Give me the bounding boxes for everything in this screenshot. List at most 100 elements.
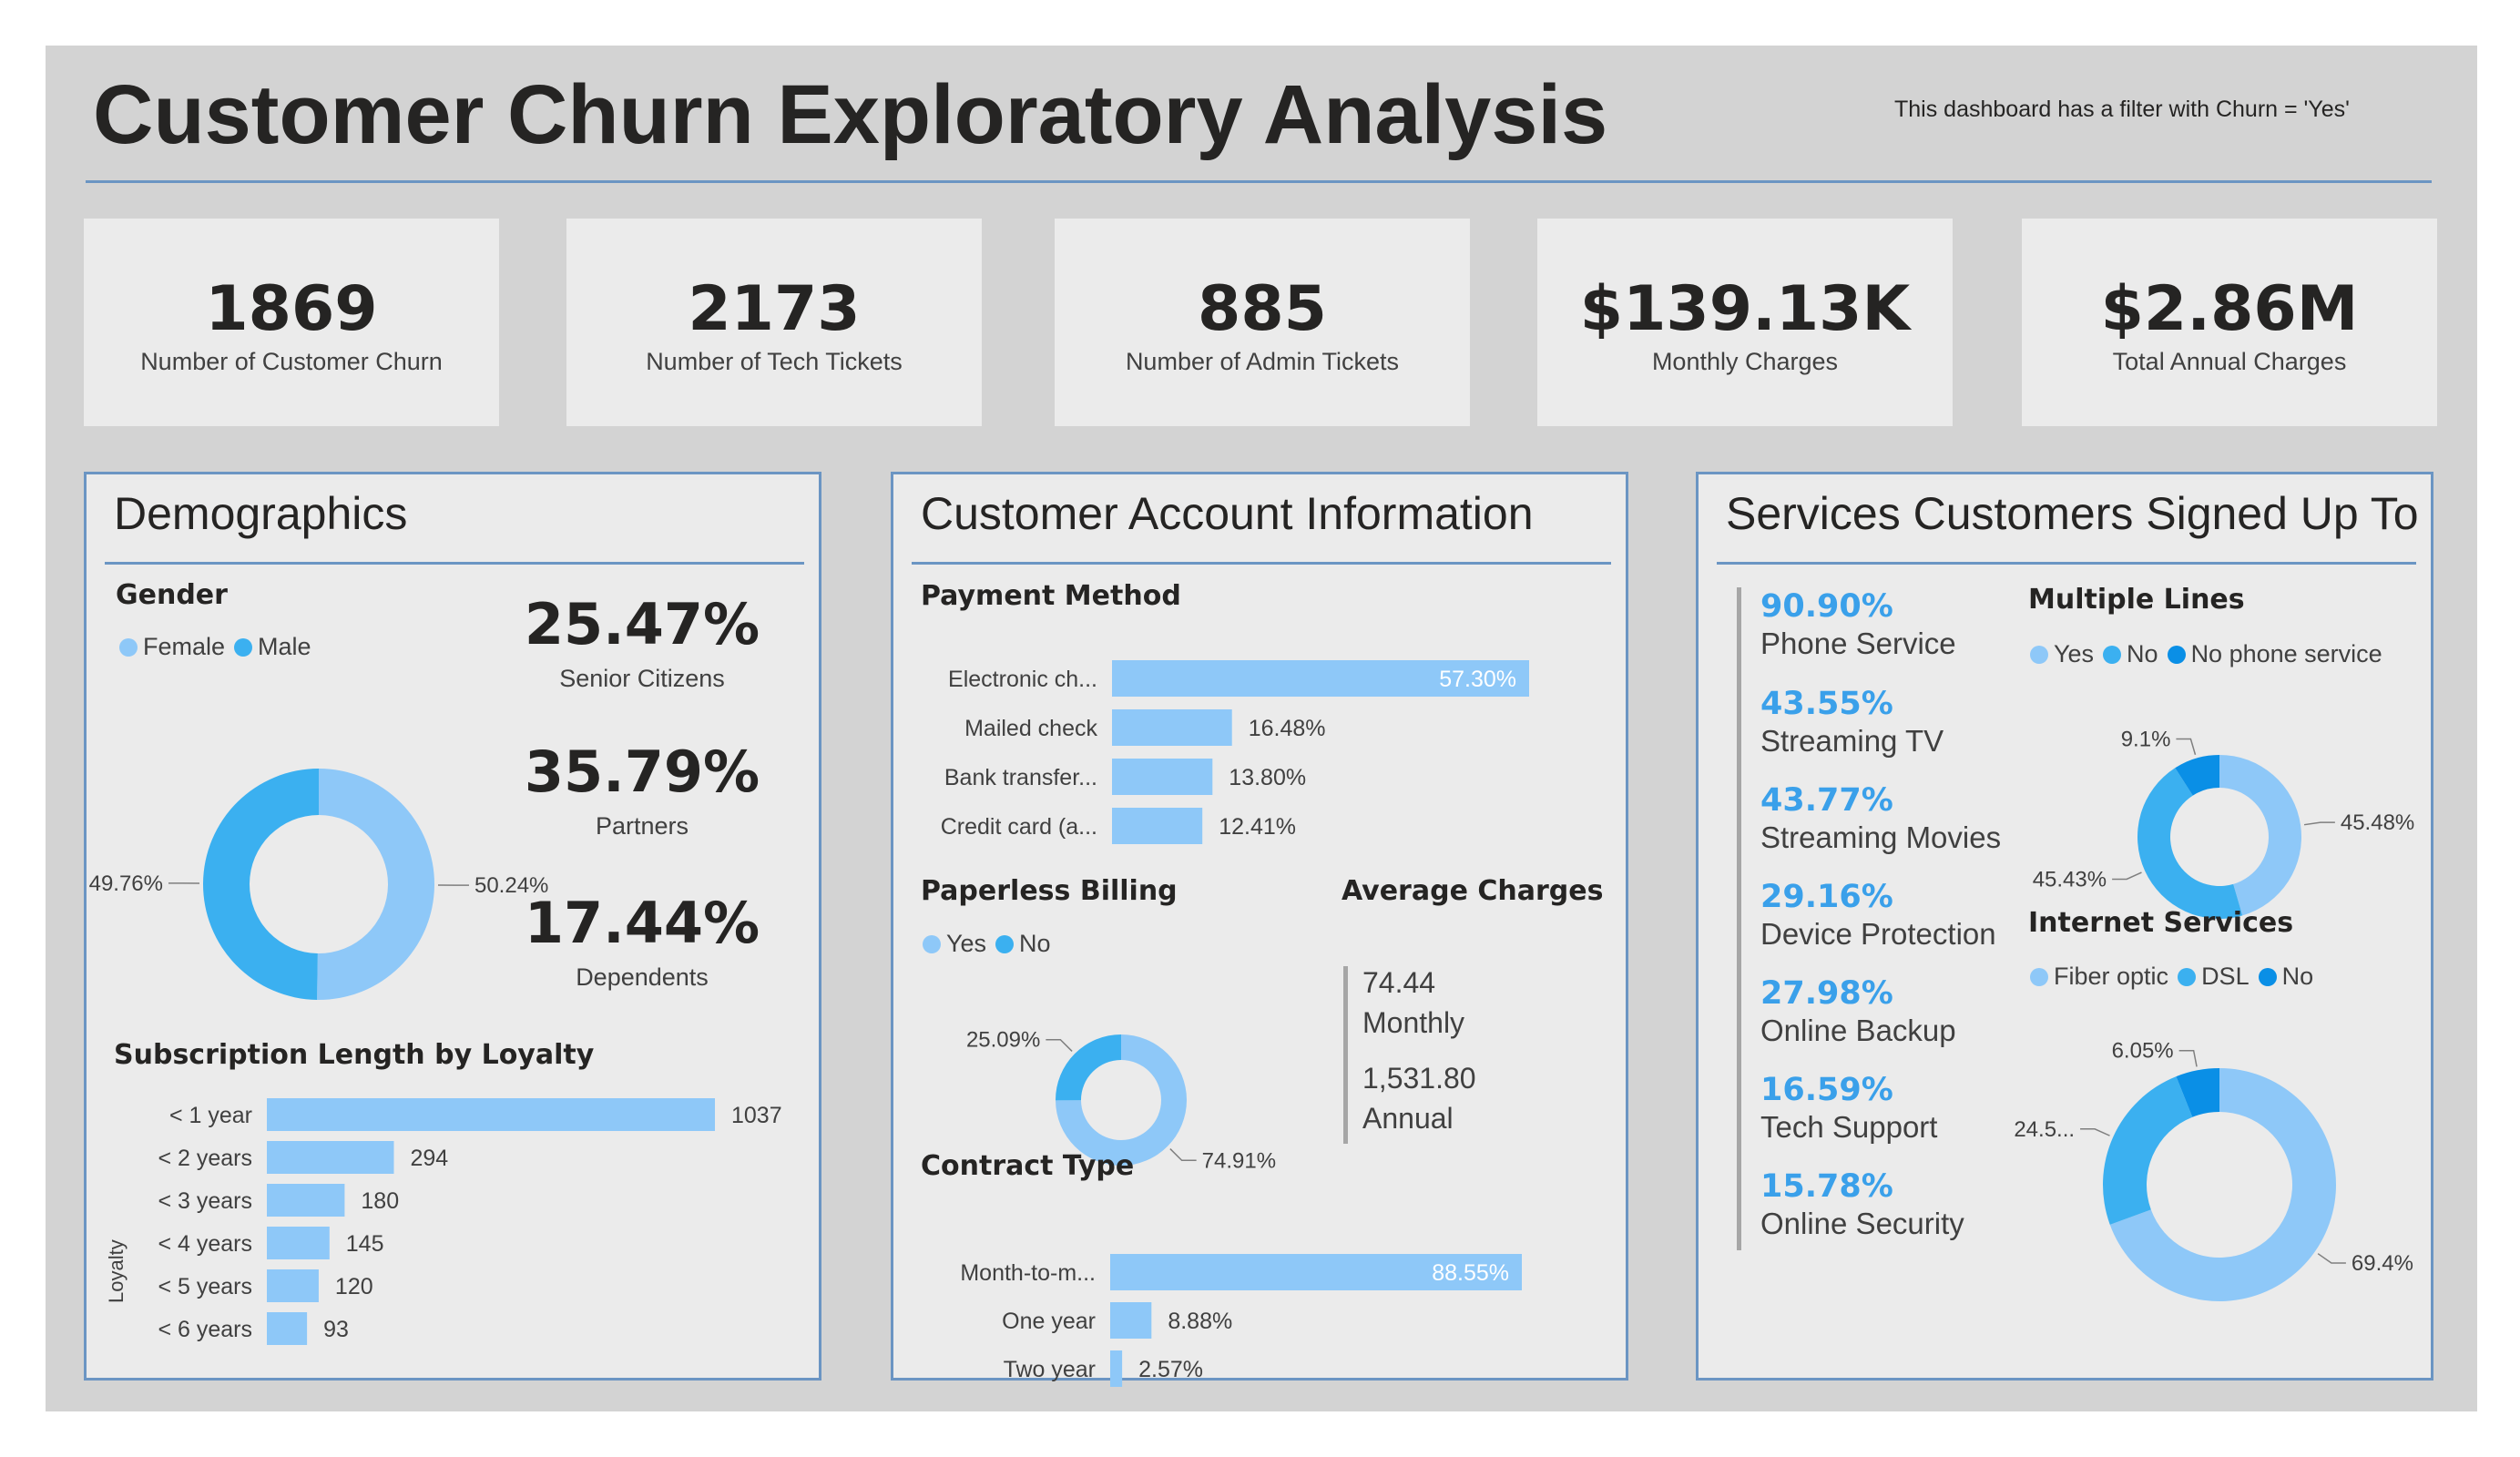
bar[interactable]: [267, 1227, 330, 1259]
loyalty-bar-chart[interactable]: < 1 year 1037 < 2 years 294 < 3 years 180 < 4 …: [87, 474, 824, 1383]
multiple-lines-title: Multiple Lines: [2028, 584, 2245, 616]
gender-donut-chart[interactable]: 50.24% 49.76%: [87, 474, 824, 1383]
legend-label: Yes: [946, 930, 987, 957]
panel-title: Customer Account Information: [921, 488, 1534, 539]
bar[interactable]: [1112, 660, 1529, 697]
service-name: Online Security: [1760, 1207, 1964, 1240]
service-phone: 90.90% Phone Service: [1760, 588, 1956, 661]
donut-slice[interactable]: [2175, 755, 2219, 796]
gender-legend[interactable]: Female Male: [119, 633, 321, 661]
kpi-card-total-annual-charges[interactable]: $2.86M Total Annual Charges: [2022, 219, 2437, 426]
dashboard-canvas: Customer Churn Exploratory Analysis This…: [46, 46, 2477, 1411]
kpi-card-tech-tickets[interactable]: 2173 Number of Tech Tickets: [566, 219, 982, 426]
donut-slice[interactable]: [2219, 755, 2301, 916]
multiple-lines-legend[interactable]: Yes No No phone service: [2030, 640, 2392, 668]
donut-data-label: 49.76%: [89, 871, 163, 896]
legend-item-no[interactable]: No: [2258, 963, 2313, 991]
service-name: Tech Support: [1760, 1110, 1938, 1144]
bar[interactable]: [267, 1184, 345, 1217]
donut-slice[interactable]: [2109, 1068, 2336, 1301]
payment-method-bar-chart[interactable]: Electronic ch... 57.30% Mailed check 16.48%…: [893, 474, 1631, 1383]
kpi-card-monthly-charges[interactable]: $139.13K Monthly Charges: [1537, 219, 1953, 426]
bar[interactable]: [267, 1269, 319, 1302]
bar[interactable]: [1110, 1350, 1123, 1387]
bar-data-label: 180: [361, 1188, 399, 1214]
legend-dot: [923, 934, 941, 953]
average-charges-title: Average Charges: [1342, 875, 1604, 907]
stat-partners: 35.79% Partners: [496, 739, 788, 841]
legend-label: Male: [258, 633, 311, 660]
legend-dot: [234, 637, 253, 657]
bar-category-label: Electronic ch...: [948, 667, 1097, 692]
multiple-lines-donut-chart[interactable]: 45.48% 45.43% 9.1%: [1699, 474, 2436, 1383]
legend-dot: [2030, 645, 2048, 664]
average-charges-divider: [1343, 966, 1348, 1144]
legend-label: No: [2127, 640, 2158, 667]
services-panel: Services Customers Signed Up To 90.90% Ph…: [1696, 472, 2433, 1381]
legend-label: Female: [143, 633, 226, 660]
legend-item-no[interactable]: No: [995, 930, 1051, 958]
services-divider: [1737, 587, 1741, 1250]
bar-data-label: 8.88%: [1168, 1309, 1232, 1334]
legend-item-male[interactable]: Male: [234, 633, 311, 661]
donut-slice[interactable]: [2176, 1068, 2219, 1117]
donut-data-label: 74.91%: [1202, 1148, 1276, 1173]
stat-value: 35.79%: [524, 739, 760, 805]
internet-services-donut-chart[interactable]: 69.4% 24.5... 6.05%: [1699, 474, 2436, 1383]
kpi-card-admin-tickets[interactable]: 885 Number of Admin Tickets: [1055, 219, 1470, 426]
bar[interactable]: [1112, 709, 1232, 746]
legend-dot: [119, 637, 138, 657]
donut-leader-line: [2178, 1049, 2198, 1067]
donut-slice[interactable]: [2103, 1076, 2193, 1225]
service-pct: 29.16%: [1760, 879, 1893, 915]
legend-item-no[interactable]: No: [2103, 640, 2158, 668]
demographics-panel: Demographics Gender Female Male 50.24% 49…: [84, 472, 821, 1381]
bar[interactable]: [267, 1312, 308, 1345]
legend-item-female[interactable]: Female: [119, 633, 225, 661]
stat-label: Dependents: [576, 963, 709, 991]
paperless-donut-chart[interactable]: 74.91% 25.09%: [893, 474, 1631, 1383]
service-name: Online Backup: [1760, 1014, 1956, 1047]
legend-item-no-phone-service[interactable]: No phone service: [2167, 640, 2382, 668]
service-online-backup: 27.98% Online Backup: [1760, 975, 1956, 1048]
service-pct: 27.98%: [1760, 975, 1893, 1012]
legend-item-yes[interactable]: Yes: [923, 930, 986, 958]
bar-data-label: 88.55%: [1432, 1260, 1509, 1286]
donut-slice[interactable]: [2137, 768, 2243, 919]
donut-slice[interactable]: [203, 769, 319, 1000]
legend-item-dsl[interactable]: DSL: [2178, 963, 2250, 991]
account-panel: Customer Account Information Payment Met…: [891, 472, 1631, 1387]
service-streaming-tv: 43.55% Streaming TV: [1760, 686, 1944, 759]
legend-dot: [2178, 967, 2197, 986]
bar[interactable]: [267, 1141, 394, 1174]
bar[interactable]: [1112, 759, 1213, 795]
service-name: Device Protection: [1760, 917, 1996, 951]
bar[interactable]: [1110, 1302, 1152, 1339]
bar[interactable]: [1110, 1254, 1522, 1290]
contract-type-bar-chart[interactable]: Month-to-m... 88.55% One year 8.88% Two year…: [893, 474, 1631, 1387]
donut-slice[interactable]: [1056, 1034, 1187, 1166]
legend-label: No: [1019, 930, 1051, 957]
donut-data-label: 45.43%: [2033, 867, 2107, 892]
payment-method-title: Payment Method: [921, 580, 1181, 612]
legend-item-fiber-optic[interactable]: Fiber optic: [2030, 963, 2168, 991]
stat-value: 17.44%: [524, 890, 760, 956]
legend-label: Yes: [2054, 640, 2095, 667]
avg-annual-label: Annual: [1362, 1102, 1454, 1135]
page-title: Customer Churn Exploratory Analysis: [93, 68, 1608, 161]
kpi-card-customer-churn[interactable]: 1869 Number of Customer Churn: [84, 219, 499, 426]
service-tech-support: 16.59% Tech Support: [1760, 1072, 1937, 1145]
bar-category-label: < 3 years: [158, 1188, 252, 1214]
bar-data-label: 2.57%: [1138, 1357, 1203, 1382]
donut-slice[interactable]: [1056, 1034, 1121, 1101]
donut-data-label: 24.5...: [2014, 1117, 2075, 1142]
donut-slice[interactable]: [317, 769, 435, 1000]
paperless-legend[interactable]: Yes No: [923, 930, 1060, 958]
bar[interactable]: [1112, 808, 1203, 844]
internet-services-title: Internet Services: [2028, 907, 2294, 939]
internet-services-legend[interactable]: Fiber optic DSL No: [2030, 963, 2322, 991]
bar-data-label: 12.41%: [1219, 814, 1296, 840]
bar-category-label: One year: [1002, 1309, 1096, 1334]
bar[interactable]: [267, 1098, 715, 1131]
legend-item-yes[interactable]: Yes: [2030, 640, 2094, 668]
